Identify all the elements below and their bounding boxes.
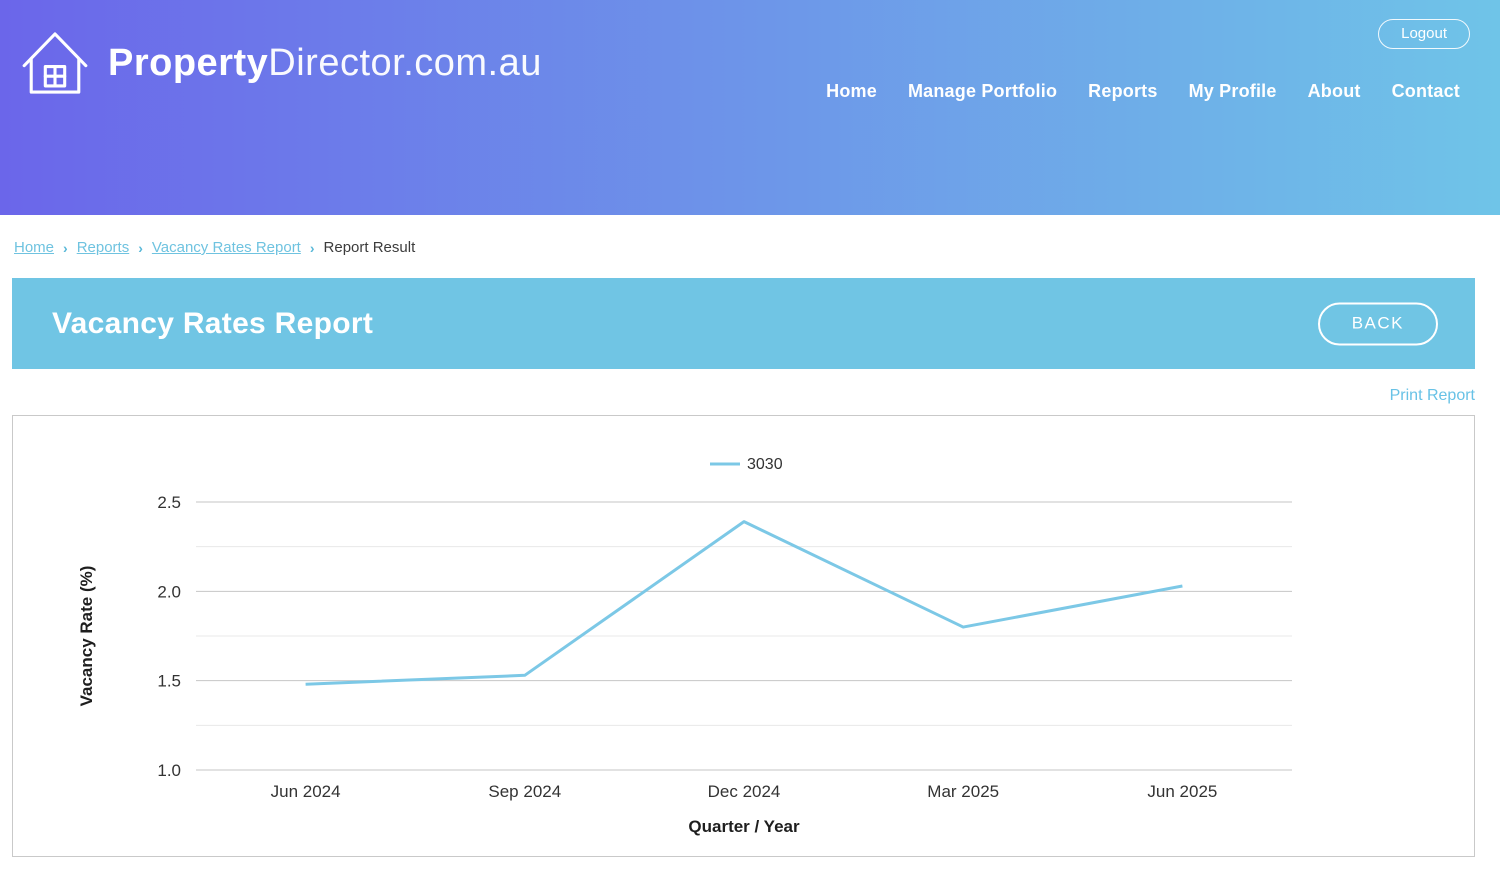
nav-item-home[interactable]: Home (826, 81, 877, 101)
x-tick-label: Jun 2024 (271, 782, 341, 801)
x-tick-label: Mar 2025 (927, 782, 999, 801)
chart-panel: 2.5 2.0 1.5 1.0 Jun 2024 Sep 2024 Dec 2024 Mar … (12, 415, 1475, 857)
breadcrumb-separator-icon: › (138, 239, 143, 256)
x-tick-label: Dec 2024 (708, 782, 781, 801)
house-logo-icon (22, 32, 88, 94)
nav-item-manage-portfolio[interactable]: Manage Portfolio (907, 81, 1058, 101)
breadcrumb-link-reports[interactable]: Reports (76, 239, 130, 256)
page-title-bar: Vacancy Rates Report BACK (12, 278, 1475, 369)
vacancy-rates-chart: 2.5 2.0 1.5 1.0 Jun 2024 Sep 2024 Dec 2024 Mar … (13, 416, 1474, 861)
nav-item-contact[interactable]: Contact (1391, 81, 1460, 101)
back-button[interactable]: BACK (1317, 302, 1438, 345)
x-tick-label: Jun 2025 (1147, 782, 1217, 801)
breadcrumb-link-home[interactable]: Home (14, 239, 55, 256)
breadcrumb-link-vacancy-rates-report[interactable]: Vacancy Rates Report (151, 239, 301, 256)
print-report-row: Print Report (0, 387, 1475, 407)
brand-logo[interactable]: PropertyDirector.com.au (18, 26, 542, 100)
breadcrumb-separator-icon: › (63, 239, 68, 256)
series-line-3030 (305, 520, 1183, 686)
main-nav: Home Manage Portfolio Reports My Profile… (826, 81, 1460, 102)
y-tick-label: 1.0 (157, 761, 181, 780)
breadcrumb-current: Report Result (323, 239, 416, 256)
breadcrumb: Home › Reports › Vacancy Rates Report › … (14, 239, 1500, 256)
page-title: Vacancy Rates Report (52, 306, 374, 340)
y-tick-label: 1.5 (157, 672, 181, 691)
y-axis-title: Vacancy Rate (%) (77, 566, 96, 707)
y-tick-label: 2.0 (157, 582, 181, 601)
y-tick-label: 2.5 (157, 493, 181, 512)
brand-name: PropertyDirector.com.au (108, 42, 542, 85)
legend-label: 3030 (747, 456, 783, 473)
logout-button[interactable]: Logout (1378, 19, 1470, 49)
nav-item-about[interactable]: About (1307, 81, 1361, 101)
x-axis-title: Quarter / Year (688, 817, 800, 836)
brand-name-light: Director.com.au (268, 41, 542, 84)
x-tick-label: Sep 2024 (488, 782, 561, 801)
nav-item-reports[interactable]: Reports (1088, 81, 1158, 101)
app-header: PropertyDirector.com.au Logout Home Mana… (0, 0, 1500, 215)
print-report-link[interactable]: Print Report (1389, 387, 1475, 404)
nav-item-my-profile[interactable]: My Profile (1188, 81, 1277, 101)
vacancy-rates-line-chart: 2.5 2.0 1.5 1.0 Jun 2024 Sep 2024 Dec 2024 Mar … (77, 456, 1292, 836)
brand-name-bold: Property (108, 41, 269, 84)
breadcrumb-separator-icon: › (309, 239, 315, 256)
